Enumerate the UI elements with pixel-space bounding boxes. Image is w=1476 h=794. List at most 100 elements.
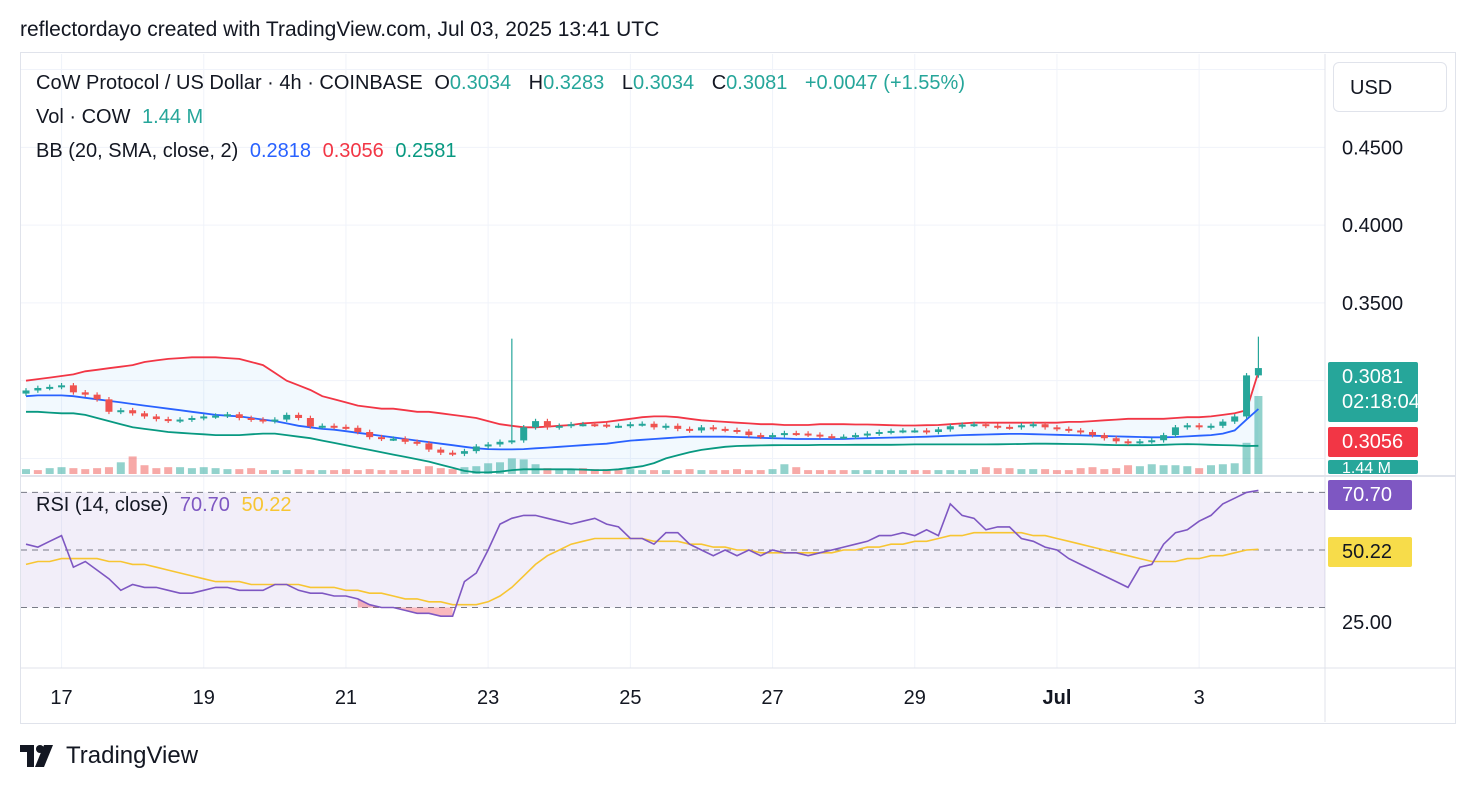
candle-body — [354, 427, 362, 432]
candle-body — [508, 440, 516, 443]
time-axis-label: 29 — [904, 687, 926, 709]
volume-bar — [1112, 468, 1121, 474]
volume-bar — [389, 470, 398, 474]
price-change: +0.0047 (+1.55%) — [804, 72, 965, 94]
candle-body — [1160, 435, 1168, 441]
volume-bar — [792, 467, 801, 474]
candle-body — [330, 425, 338, 428]
volume-bar — [875, 470, 884, 474]
volume-bar — [164, 467, 173, 474]
bb-upper-tag: 0.3056 — [1328, 427, 1418, 457]
candle-body — [852, 435, 859, 438]
candle-body — [34, 387, 42, 391]
volume-bar — [1159, 465, 1168, 474]
volume-bar — [626, 469, 635, 474]
candle-body — [212, 415, 220, 418]
volume-bar — [567, 469, 576, 474]
candle-body — [1077, 430, 1085, 433]
volume-bar — [1218, 464, 1227, 474]
volume-bar — [578, 468, 587, 474]
candle-body — [271, 419, 279, 422]
bar-countdown: 02:18:04 — [1342, 391, 1420, 413]
candle-body — [200, 416, 208, 419]
time-axis-label: 25 — [619, 687, 641, 709]
candle-body — [899, 430, 907, 433]
ohlc-open: O0.3034 — [434, 72, 512, 94]
rsi-axis-label: 25.00 — [1342, 612, 1392, 634]
candle-body — [994, 425, 1002, 428]
volume-bar — [270, 470, 279, 474]
candle-body — [745, 431, 753, 436]
volume-bar — [970, 469, 978, 474]
volume-bar — [507, 458, 516, 474]
volume-bar — [1242, 442, 1251, 474]
candle-body — [721, 428, 729, 431]
time-axis-label: Jul — [1042, 687, 1071, 709]
candle-body — [958, 424, 966, 427]
bb-basis-value: 0.2818 — [249, 140, 312, 162]
volume-bar — [804, 470, 813, 474]
candle-body — [366, 432, 374, 438]
volume-bar — [958, 470, 967, 474]
volume-bar — [993, 468, 1002, 474]
candle-body — [555, 425, 563, 428]
volume-bar — [1052, 470, 1061, 474]
volume-bar — [211, 468, 220, 474]
candle-body — [425, 443, 433, 450]
volume-bar — [353, 470, 362, 474]
volume-bar — [851, 470, 860, 474]
candle-body — [1148, 440, 1156, 443]
volume-bar — [448, 469, 457, 474]
candle-body — [152, 416, 160, 420]
candle-body — [413, 441, 421, 444]
bb-basis-line — [25, 394, 1259, 451]
rsi-label[interactable]: RSI (14, close) — [36, 494, 169, 516]
candle-body — [638, 423, 646, 426]
volume-bar — [1135, 466, 1144, 474]
candle-body — [828, 436, 836, 439]
candle-body — [543, 421, 551, 428]
candle-body — [1112, 438, 1120, 442]
volume-bar — [1171, 465, 1180, 474]
volume-bar — [22, 469, 30, 474]
volume-bar — [1100, 469, 1109, 474]
volume-label[interactable]: Vol · COW — [36, 106, 131, 128]
candle-body — [1219, 421, 1227, 426]
volume-bar — [496, 462, 504, 474]
volume-bar — [93, 468, 102, 474]
candle-body — [1243, 375, 1251, 417]
symbol-name[interactable]: CoW Protocol / US Dollar · 4h · COINBASE — [36, 72, 423, 94]
candle-body — [1029, 424, 1037, 427]
candle-body — [1089, 432, 1096, 436]
volume-bar — [57, 467, 66, 474]
candle-body — [769, 435, 777, 438]
time-axis-label: 23 — [477, 687, 499, 709]
candle-body — [1017, 425, 1025, 428]
currency-button[interactable]: USD — [1333, 62, 1447, 112]
candle-body — [591, 424, 599, 427]
volume-bar — [330, 470, 339, 474]
volume-bar — [1064, 470, 1073, 474]
candle-body — [1006, 426, 1014, 429]
bb-lower-value: 0.2581 — [395, 140, 457, 162]
volume-bar — [697, 470, 706, 474]
candle-body — [1065, 428, 1073, 431]
candle-body — [342, 426, 350, 429]
volume-bar — [1195, 468, 1204, 474]
bb-label[interactable]: BB (20, SMA, close, 2) — [36, 140, 239, 162]
candle-body — [449, 452, 457, 455]
volume-bar — [1254, 396, 1263, 474]
bb-upper-value: 0.3056 — [322, 140, 384, 162]
candle-body — [1041, 424, 1049, 428]
candle-body — [1053, 427, 1061, 430]
volume-bar — [981, 467, 990, 474]
rsi-oversold-fill — [357, 598, 453, 617]
tradingview-logo[interactable]: TradingView — [20, 742, 198, 770]
candle-body — [792, 433, 800, 436]
candle-body — [259, 419, 267, 422]
volume-bar — [863, 470, 872, 474]
candle-body — [532, 421, 540, 428]
candle-body — [306, 418, 314, 427]
volume-bar — [543, 468, 552, 474]
